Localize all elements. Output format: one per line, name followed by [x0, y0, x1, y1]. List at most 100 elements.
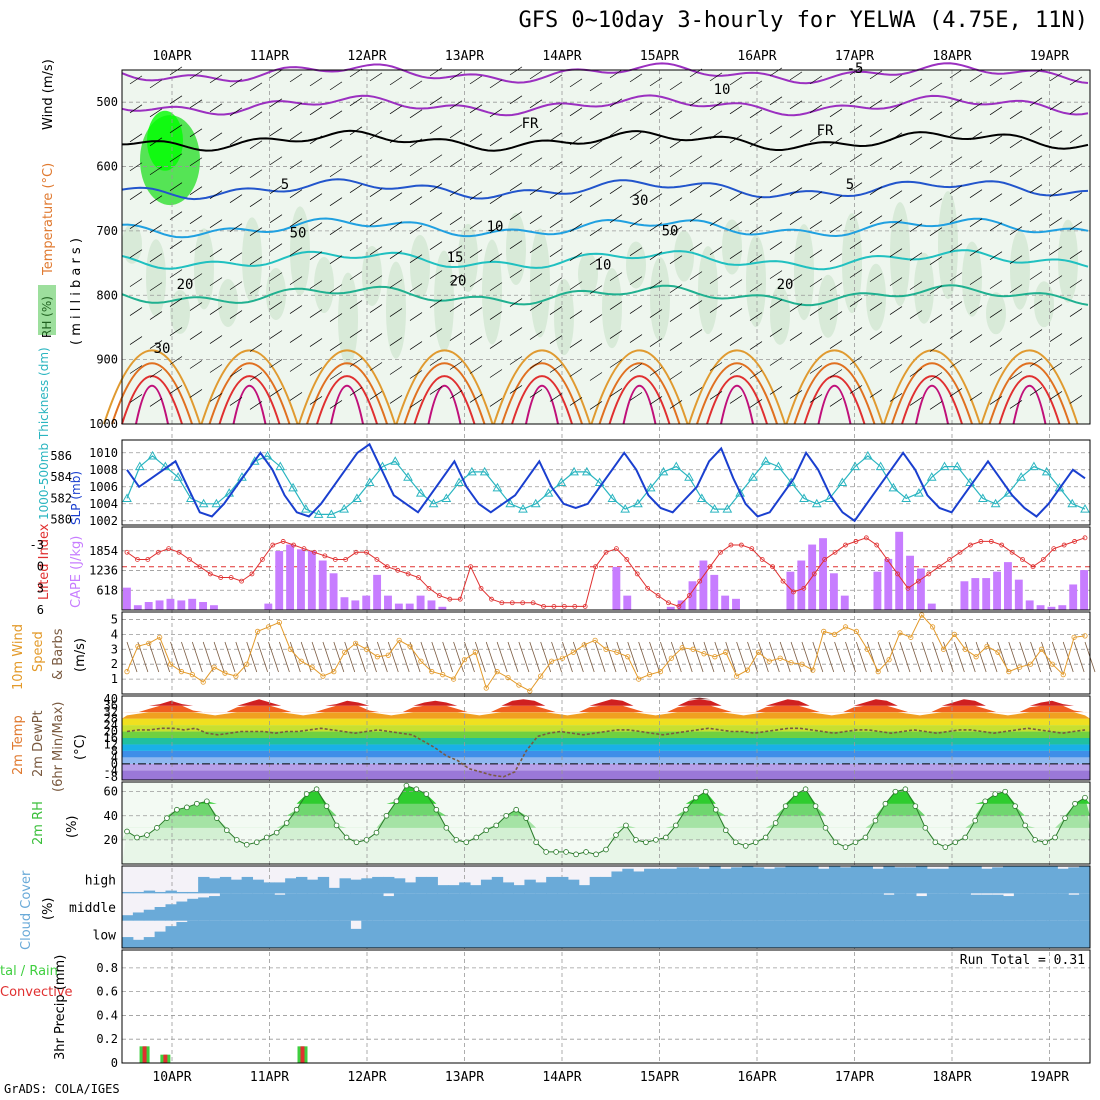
wind-barb [969, 189, 983, 199]
wind-barb [669, 284, 683, 293]
rh-band [626, 241, 646, 289]
slp-tick: 1010 [89, 446, 118, 460]
wind-barb [269, 359, 283, 368]
rh-point [453, 837, 460, 843]
wind10m-point [1017, 664, 1023, 670]
lifted-index-point [332, 557, 338, 562]
lifted-index-point [541, 603, 546, 609]
wind-barb [929, 256, 943, 265]
cloud-cell [959, 920, 971, 948]
wind-barb [529, 99, 543, 109]
wind-barb [269, 301, 283, 310]
wind10m-point [657, 669, 664, 675]
wind-barb [449, 71, 463, 81]
wind-barb [789, 274, 803, 283]
rh-point [493, 822, 500, 829]
cloud-cell [209, 896, 221, 921]
wind-barb [969, 102, 983, 112]
cape-bar [916, 568, 925, 610]
wind-barb [1069, 337, 1083, 346]
wind-barb [489, 224, 503, 233]
rh2m-label: 2m RH [31, 801, 46, 845]
wind-barb [1069, 279, 1083, 288]
wind10m-point [821, 628, 827, 634]
rh-point [1022, 822, 1028, 829]
wind-barb [309, 396, 323, 405]
wind-barb [629, 131, 643, 141]
wind-barb [229, 339, 243, 348]
cloud-cell [1013, 866, 1026, 894]
wind-barb [529, 186, 543, 196]
rh-band [914, 252, 934, 324]
rh-point [513, 806, 519, 813]
wind-barb [769, 125, 783, 135]
wind-barb [969, 363, 983, 372]
wind10m-barb [551, 641, 562, 673]
rh-point [204, 798, 210, 805]
wind10m-point [875, 669, 881, 675]
cloud-cell [524, 920, 536, 948]
cloud-cell [491, 893, 504, 921]
cloud-cell [437, 885, 449, 894]
cloud-cell [306, 893, 319, 921]
wind-barb [649, 164, 663, 174]
rh-band [746, 235, 766, 328]
cloud-cell [926, 893, 939, 921]
isotherm-line [121, 217, 1089, 239]
cape-tick: 1854 [89, 544, 118, 558]
cloud-cell [1079, 920, 1091, 948]
wind-barb [549, 306, 563, 315]
precip-tick: 0.6 [96, 985, 118, 999]
wind-barb [789, 303, 803, 312]
wind-barb [849, 124, 863, 134]
wind-barb [949, 156, 963, 166]
rh-point [812, 803, 819, 809]
contour-label: 15 [447, 250, 464, 266]
cloud-cell [230, 879, 243, 894]
wind10m-point [276, 619, 283, 626]
wind10m-barb [572, 641, 584, 673]
slp-label: SLP (mb) [69, 471, 83, 525]
wind-barb [769, 154, 783, 164]
wind-barb [829, 224, 843, 233]
cloud-cell [970, 920, 982, 948]
cloud-cell [687, 867, 699, 894]
date-label-bottom: 15APR [640, 1070, 679, 1085]
lifted-index-point [1051, 546, 1057, 552]
wind-barb [1029, 387, 1043, 396]
lifted-index-point [280, 539, 286, 544]
wind-barb [1069, 76, 1083, 86]
wind-barb [1009, 255, 1023, 264]
wind10m-barb [170, 641, 181, 673]
wind-barb [989, 193, 1003, 203]
cloud-cell [546, 920, 558, 948]
cloud-cell [470, 893, 482, 921]
wind-barb [449, 245, 463, 254]
lifted-index-point [509, 600, 515, 606]
wind-barb [389, 279, 403, 288]
wind10m-point [668, 655, 674, 661]
wind-barb [189, 273, 203, 282]
wind-barb [429, 154, 443, 164]
rh-point [363, 837, 370, 843]
cloud-cell [513, 885, 525, 894]
wind-barb [789, 245, 803, 254]
wind-barb [349, 300, 363, 309]
cape-bar [133, 605, 142, 610]
cloud-cell [165, 904, 177, 921]
wind-barb [409, 109, 423, 119]
wind-barb [409, 370, 423, 379]
cloud-cell [219, 893, 232, 921]
wind-barb [489, 108, 503, 118]
precip-label-b: Convective [0, 985, 73, 1000]
lifted-index-point [999, 542, 1005, 548]
wind-barb [989, 367, 1003, 376]
cloud-cell [361, 920, 373, 948]
wind-barb [1009, 284, 1023, 293]
wind-barb [769, 386, 783, 395]
cloud-cell [1068, 894, 1080, 921]
temp-band [122, 699, 1090, 706]
wind10m-barb [355, 641, 366, 673]
lifted-index-point [780, 578, 786, 584]
wind-barb [829, 108, 843, 118]
